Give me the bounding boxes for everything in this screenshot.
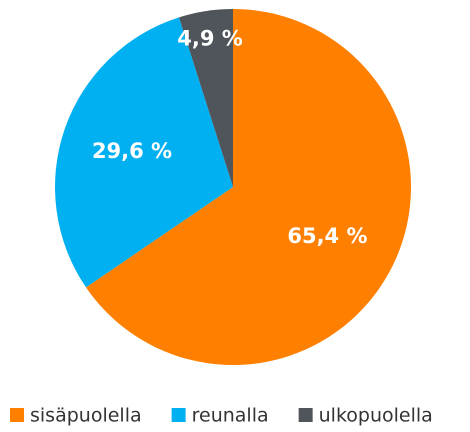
legend-swatch [171, 408, 186, 422]
legend-swatch [298, 408, 313, 422]
value-label: 29,6 % [92, 139, 172, 163]
pie-slice [85, 9, 412, 365]
pie-slice [179, 9, 233, 187]
value-label: 4,9 % [177, 26, 243, 50]
legend-label: reunalla [192, 405, 269, 427]
pie-slice [54, 17, 233, 288]
legend-label: sisäpuolella [30, 405, 142, 427]
legend-swatch [10, 408, 24, 422]
legend-label: ulkopuolella [319, 405, 433, 427]
value-label: 65,4 % [287, 224, 367, 248]
